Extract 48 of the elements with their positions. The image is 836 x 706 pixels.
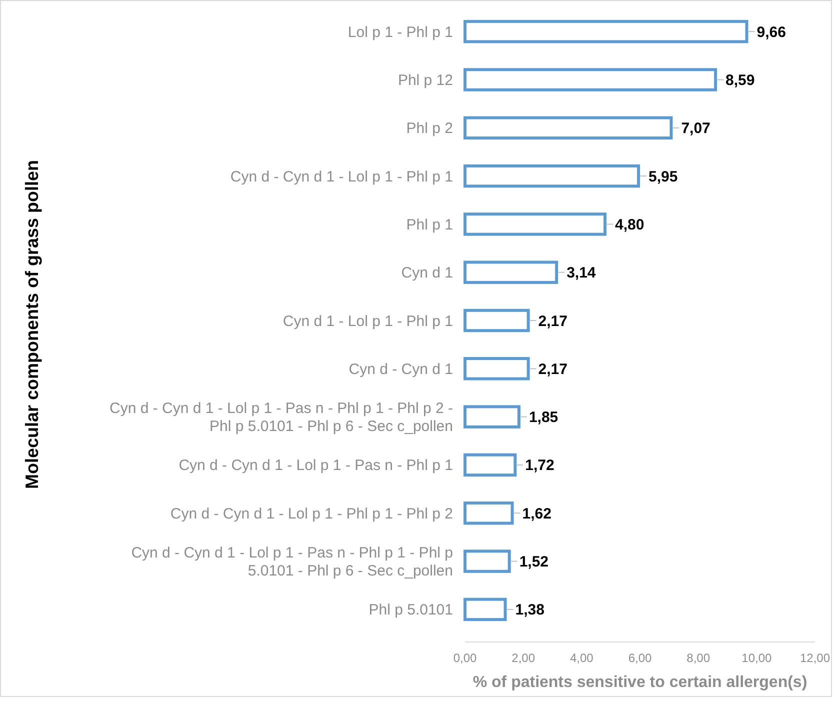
data-label: 1,72: [525, 457, 554, 474]
data-label: 5,95: [648, 168, 678, 186]
y-tick-label: Phl p 12: [398, 72, 453, 89]
y-tick-label: Phl p 5.0101: [368, 602, 453, 619]
y-tick-label: Cyn d - Cyn d 1 - Lol p 1 - Phl p 1: [230, 168, 453, 186]
x-tick-label: 4,00: [570, 651, 594, 665]
data-label: 2,17: [538, 312, 568, 330]
x-tick-label: 10,00: [742, 651, 772, 665]
data-label: 7,07: [681, 120, 710, 138]
data-label: 9,66: [756, 24, 786, 41]
bar: [464, 164, 640, 188]
data-label: 1,38: [515, 602, 544, 619]
data-label: 1,85: [528, 409, 558, 426]
data-label: 8,59: [726, 72, 755, 89]
bar: [464, 68, 718, 92]
x-tick-label: 6,00: [628, 651, 652, 665]
y-tick-label: Cyn d - Cyn d 1 - Lol p 1 - Pas n - Phl p 1 - Phl p 5.0101 - Phl p 6 - Sec c_pollen: [131, 544, 453, 580]
y-tick-label: Cyn d - Cyn d 1 - Lol p 1 - Phl p 1 - Phl p 2: [170, 505, 453, 522]
data-label: 3,14: [566, 264, 596, 282]
bar: [464, 405, 520, 428]
bar: [464, 308, 530, 332]
bar: [464, 212, 606, 236]
x-tick-label: 12,00: [800, 651, 830, 665]
y-tick-label: Phl p 2: [406, 120, 453, 138]
y-tick-label: Phl p 1: [406, 216, 453, 234]
data-label: 2,17: [538, 360, 568, 378]
x-tick-label: 2,00: [512, 651, 536, 665]
data-label: 4,80: [615, 216, 644, 234]
bar: [464, 260, 558, 284]
y-tick-label: Cyn d - Cyn d 1 - Lol p 1 - Pas n - Phl p 1: [178, 457, 453, 474]
y-tick-label: Cyn d 1 - Lol p 1 - Phl p 1: [282, 312, 453, 330]
bar: [464, 550, 511, 573]
data-label: 1,62: [522, 505, 552, 522]
bar: [464, 453, 517, 477]
data-label: 1,52: [519, 554, 549, 571]
bar: [464, 598, 507, 622]
y-tick-label: Cyn d 1: [401, 264, 453, 282]
bar: [464, 116, 673, 140]
x-tick-label: 8,00: [686, 651, 710, 665]
x-tick-label: 0,00: [453, 651, 477, 665]
bar: [464, 357, 530, 380]
y-tick-label: Lol p 1 - Phl p 1: [348, 24, 453, 41]
x-axis-title: % of patients sensitive to certain allergen(s): [472, 674, 808, 691]
bar: [464, 502, 514, 525]
y-tick-label: Cyn d - Cyn d 1 - Lol p 1 - Pas n - Phl p 1 - Phl p 2 - Phl p 5.0101 - Phl p 6 - Sec c_pollen: [110, 400, 454, 436]
bar: [464, 20, 748, 44]
y-axis-title: Molecular components of grass pollen: [22, 160, 42, 490]
y-tick-label: Cyn d - Cyn d 1: [348, 360, 453, 378]
